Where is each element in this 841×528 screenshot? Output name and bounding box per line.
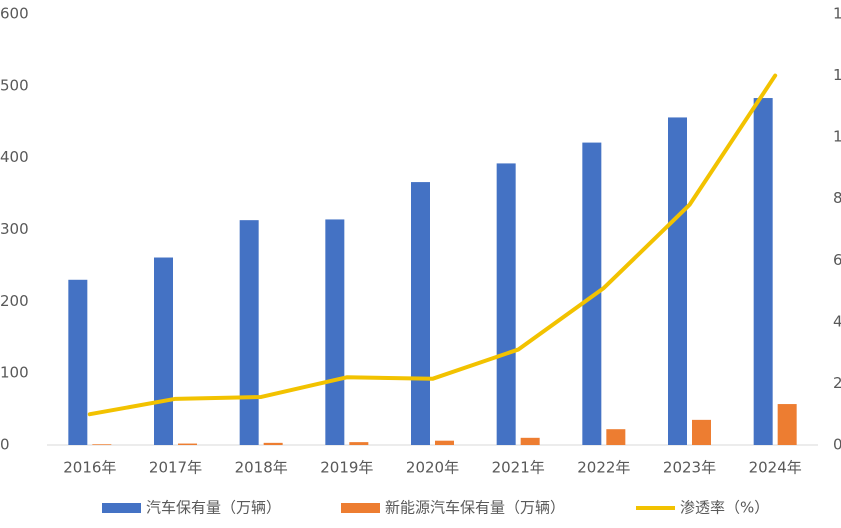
y2-tick-label: 14 [833,5,841,23]
y-tick-label: 100 [0,364,29,382]
x-tick-label: 2021年 [492,459,545,477]
y2-tick-label: 12 [833,66,841,84]
x-tick-label: 2019年 [320,459,373,477]
bar [606,429,626,445]
y-tick-label: 500 [0,76,29,94]
x-tick-label: 2020年 [406,459,459,477]
x-tick-label: 2024年 [749,459,802,477]
y-tick-label: 400 [0,148,29,166]
bar [349,442,369,445]
bar [92,444,112,445]
bar [520,437,540,445]
bar [178,443,197,445]
y-tick-label: 0 [0,436,10,454]
bar [777,404,797,445]
bar [325,219,345,445]
y2-tick-label: 4 [833,312,841,330]
legend-label: 渗透率（%） [680,499,769,517]
bar [68,279,88,445]
bar [582,142,602,445]
legend-label: 汽车保有量（万辆） [146,499,281,517]
bar [435,440,454,445]
bar [411,182,430,445]
y2-tick-label: 0 [833,436,841,454]
y-tick-label: 300 [0,220,29,238]
bar [154,257,173,445]
line [87,73,778,417]
legend-swatch [341,503,380,513]
x-tick-label: 2023年 [663,459,716,477]
x-tick-label: 2018年 [235,459,288,477]
x-tick-label: 2017年 [149,459,202,477]
bar [753,98,773,446]
x-tick-label: 2022年 [577,459,630,477]
bar [239,220,259,445]
y2-tick-label: 6 [833,251,841,269]
x-tick-label: 2016年 [63,459,116,477]
legend-label: 新能源汽车保有量（万辆） [385,499,565,517]
legend-swatch [102,503,141,513]
y2-tick-label: 2 [833,374,841,392]
bar [668,117,687,445]
y-tick-label: 200 [0,292,29,310]
bar [496,163,516,445]
y2-tick-label: 10 [833,128,841,146]
bar [692,419,711,445]
y-tick-label: 600 [0,5,29,23]
y2-tick-label: 8 [833,189,841,207]
bar [263,442,283,445]
